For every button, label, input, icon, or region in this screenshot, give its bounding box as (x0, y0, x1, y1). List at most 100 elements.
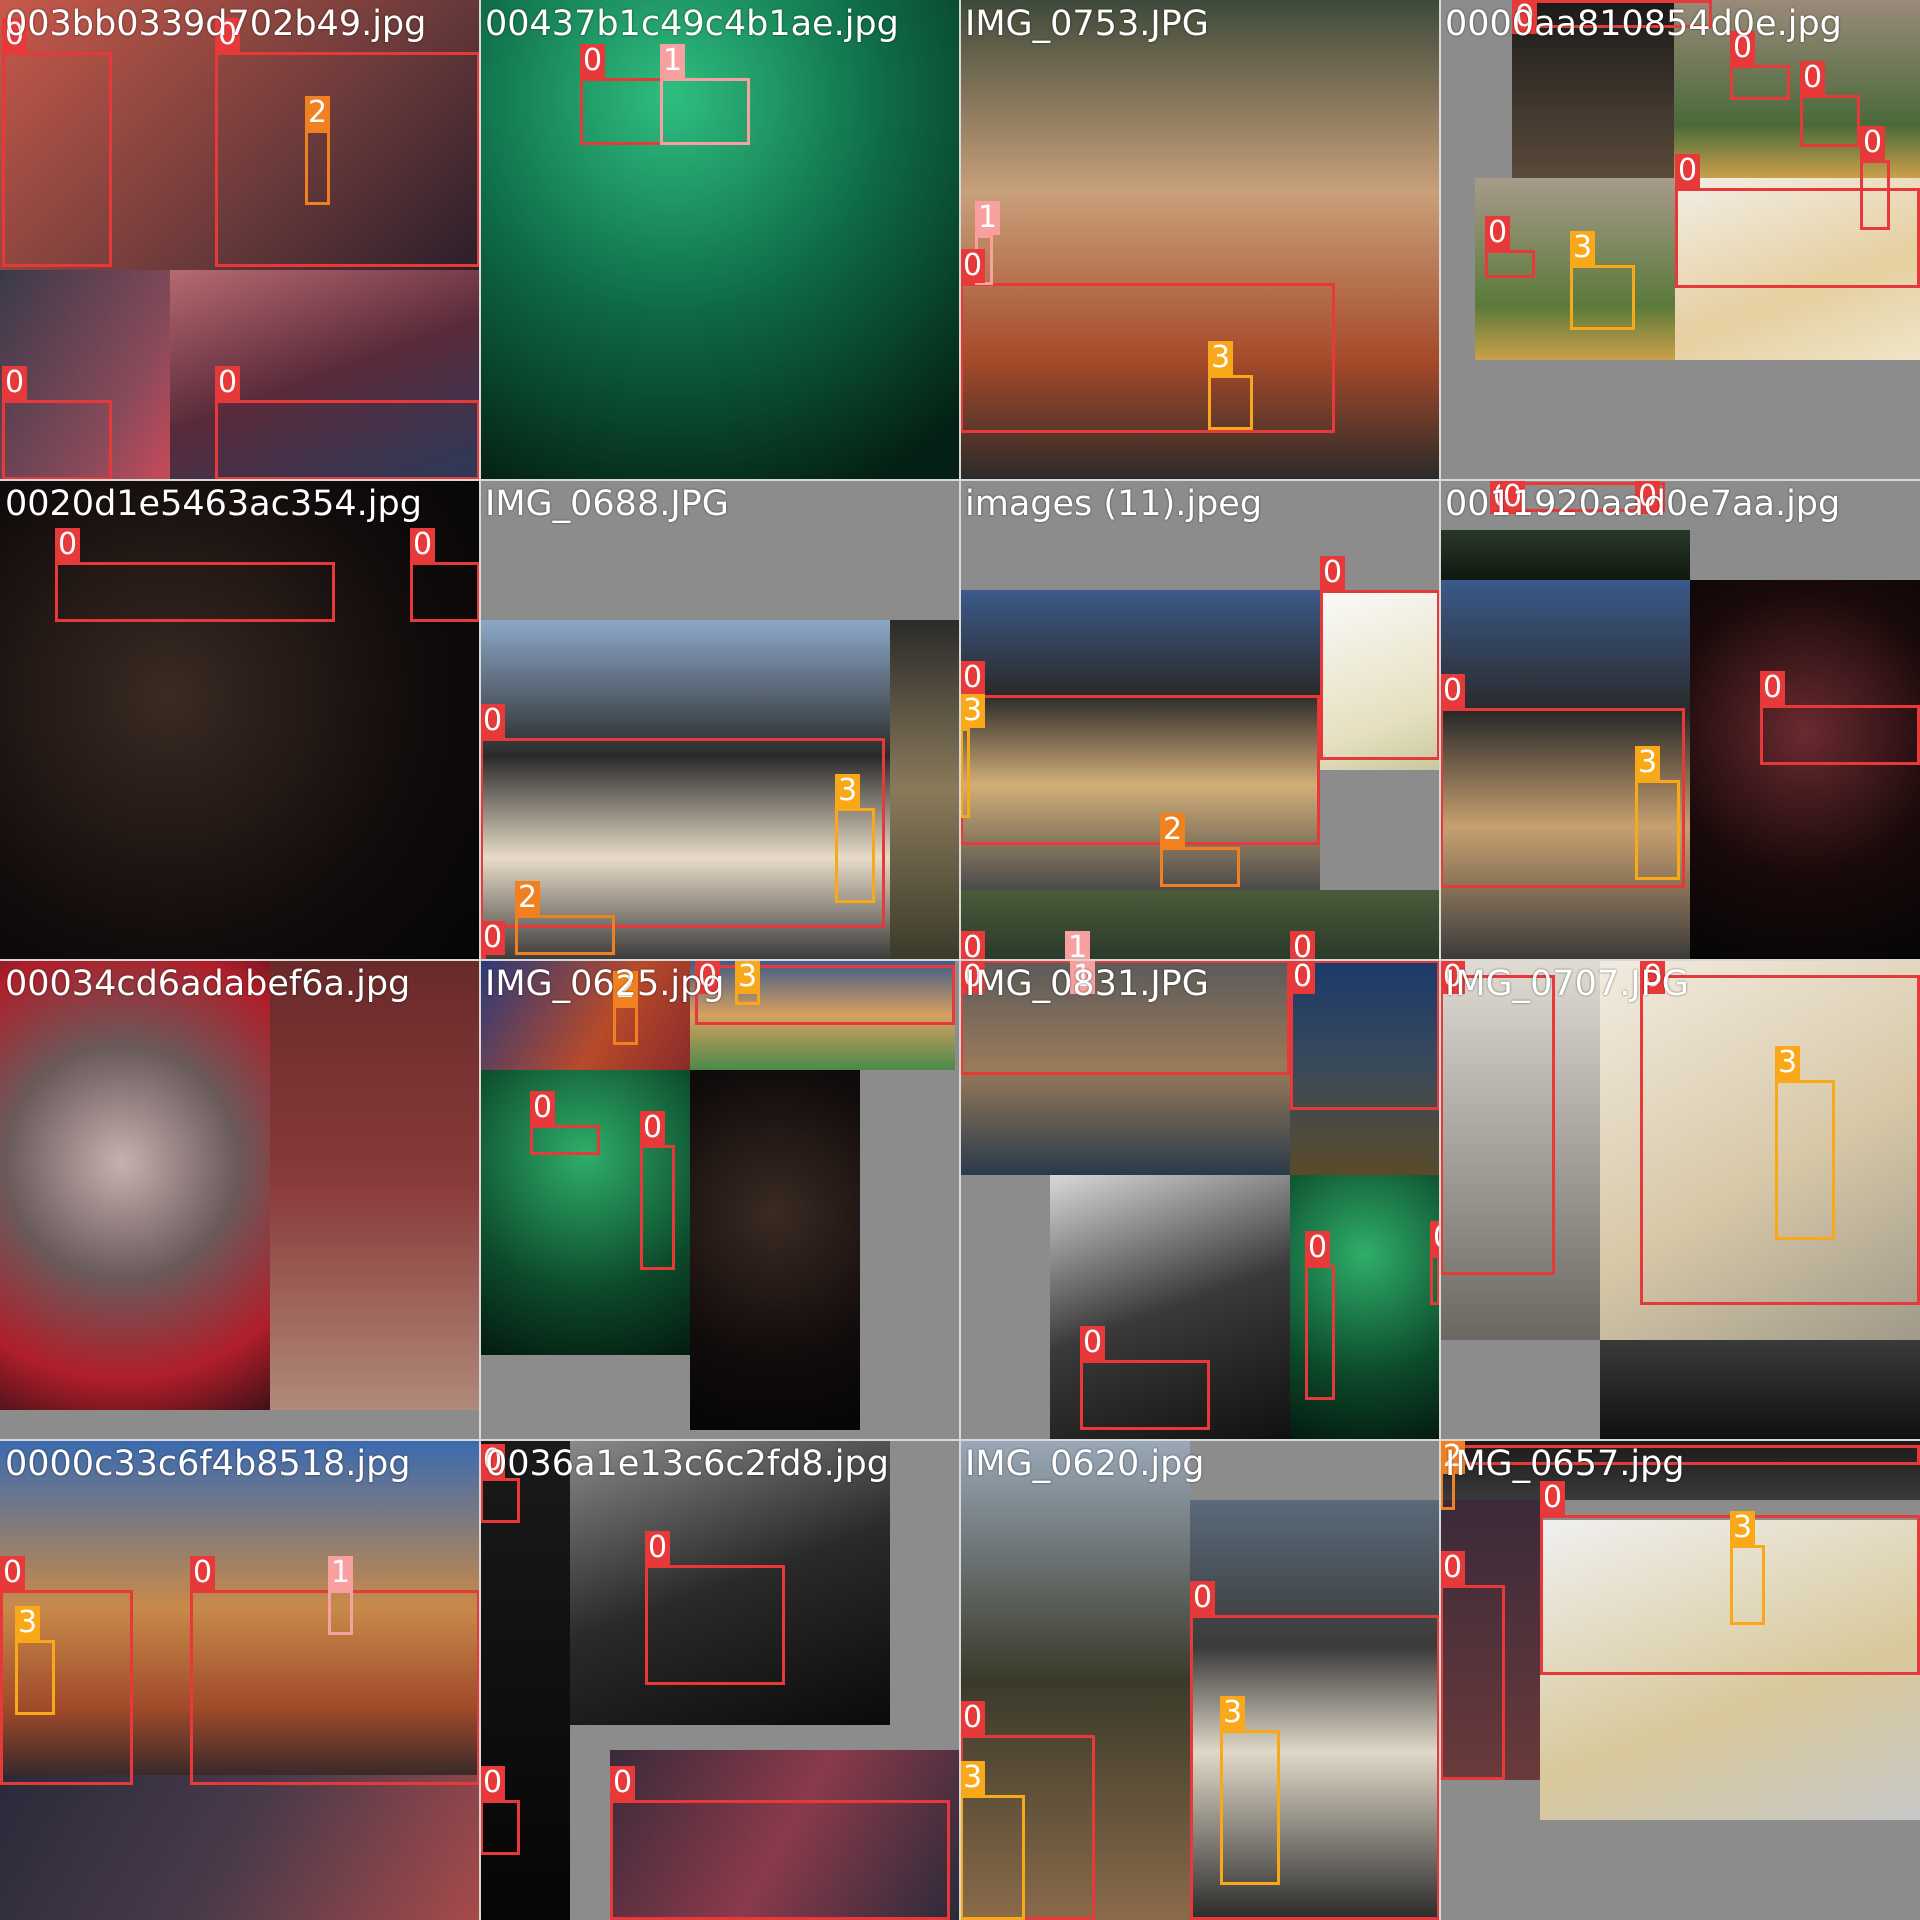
bounding-box (215, 52, 480, 267)
photo-region (0, 1440, 480, 1775)
bounding-box (55, 562, 335, 622)
bounding-box (1208, 375, 1253, 430)
bounding-box (480, 1800, 520, 1855)
class-label: 0 (1290, 960, 1316, 994)
photo-region (0, 1775, 480, 1920)
class-label: 0 (215, 18, 241, 52)
bounding-box (515, 915, 615, 955)
class-label: 0 (610, 1766, 636, 1800)
class-label: 1 (975, 201, 1001, 235)
bounding-box (1080, 1360, 1210, 1430)
bounding-box (660, 78, 750, 145)
photo-region (0, 270, 170, 480)
bounding-box (305, 130, 330, 205)
bounding-box (1160, 847, 1240, 887)
bounding-box (1635, 780, 1680, 880)
image-filename: IMG_0625.jpg (485, 964, 725, 1004)
photo-region (960, 0, 1440, 480)
class-label: 1 (660, 44, 686, 78)
image-filename: IMG_0620.jpg (965, 1444, 1205, 1484)
image-filename: 0036a1e13c6c2fd8.jpg (485, 1444, 889, 1484)
class-label: 0 (1305, 1231, 1331, 1265)
photo-region (1512, 0, 1674, 178)
bounding-box (1440, 1585, 1505, 1780)
class-label: 2 (515, 881, 541, 915)
class-label: 0 (1675, 154, 1701, 188)
bounding-box (695, 965, 955, 1025)
bounding-box (1675, 188, 1920, 288)
photo-region (480, 0, 960, 480)
class-label: 0 (1190, 1581, 1216, 1615)
photo-region (270, 960, 480, 1410)
class-label: 0 (530, 1091, 556, 1125)
mosaic-tile: 0 1 3 IMG_0753.JPG (960, 0, 1440, 480)
image-filename: 0000c33c6f4b8518.jpg (5, 1444, 411, 1484)
image-filename: 0011920aad0e7aa.jpg (1445, 484, 1841, 524)
class-label: 0 (1540, 1481, 1566, 1515)
photo-region (1290, 960, 1440, 1175)
mosaic-tile: 0 0 2 0 0 003bb0339d702b49.jpg (0, 0, 480, 480)
photo-region (1440, 1440, 1920, 1500)
bounding-box (1430, 1255, 1440, 1305)
class-label: 0 (695, 960, 721, 994)
image-filename: IMG_0753.JPG (965, 4, 1209, 44)
grid-divider-horizontal (0, 959, 1920, 961)
class-label: 3 (835, 774, 861, 808)
bounding-box (480, 1478, 520, 1523)
photo-region (690, 960, 955, 1070)
class-label: 0 (480, 921, 506, 955)
bounding-box (2, 400, 112, 480)
bounding-box (1775, 1080, 1835, 1240)
class-label: 0 (960, 249, 986, 283)
bounding-box (480, 738, 885, 928)
class-label: 0 (1320, 556, 1346, 590)
bounding-box (960, 728, 970, 818)
photo-region (610, 1750, 960, 1920)
mosaic-tile: 010000IMG_0831.JPG (960, 960, 1440, 1440)
image-filename: 00034cd6adabef6a.jpg (5, 964, 411, 1004)
bounding-box (613, 1005, 638, 1045)
image-filename: IMG_0688.JPG (485, 484, 729, 524)
photo-region (480, 620, 890, 960)
image-filename: 0020d1e5463ac354.jpg (5, 484, 422, 524)
class-label: 0 (1512, 0, 1538, 34)
mosaic-tile: 0 0 3 3 IMG_0620.jpg (960, 1440, 1440, 1920)
photo-region (960, 890, 1440, 960)
class-label: 0 (960, 661, 986, 695)
bounding-box (645, 1565, 785, 1685)
class-label: 3 (15, 1606, 41, 1640)
bounding-box (410, 562, 480, 622)
mosaic-tile: 0 0 3 IMG_0707.JPG (1440, 960, 1920, 1440)
class-label: 0 (960, 960, 986, 994)
class-label: 0 (960, 1701, 986, 1735)
image-filename: 003bb0339d702b49.jpg (5, 4, 427, 44)
mosaic-tile: 0000300011920aad0e7aa.jpg (1440, 480, 1920, 960)
class-label: 0 (1860, 126, 1886, 160)
class-label: 0 (1800, 61, 1826, 95)
class-label: 2 (1160, 813, 1186, 847)
photo-region (1290, 1175, 1440, 1440)
class-label: 2 (613, 971, 639, 1005)
class-label: 3 (1220, 1696, 1246, 1730)
class-label: 0 (2, 366, 28, 400)
class-label: 0 (1080, 1326, 1106, 1360)
photo-region (1600, 960, 1920, 1340)
bounding-box (1220, 1730, 1280, 1885)
bounding-box (1190, 1615, 1440, 1920)
photo-region (960, 1440, 1190, 1920)
photo-region (1440, 960, 1600, 1340)
photo-region (1440, 1500, 1540, 1780)
class-label: 3 (735, 960, 761, 994)
class-label: 0 (1290, 931, 1316, 960)
image-filename: IMG_0657.jpg (1445, 1444, 1685, 1484)
image-filename: 0000aa810854d0e.jpg (1445, 4, 1842, 44)
class-label: 2 (1440, 1440, 1466, 1474)
class-label: 0 (410, 528, 436, 562)
class-label: 0 (1635, 480, 1661, 514)
grid-divider-vertical (1439, 0, 1441, 1920)
class-label: 0 (1440, 674, 1466, 708)
image-filename: images (11).jpeg (965, 484, 1263, 524)
class-label: 0 (1440, 960, 1466, 994)
class-label: 1 (328, 1556, 354, 1590)
